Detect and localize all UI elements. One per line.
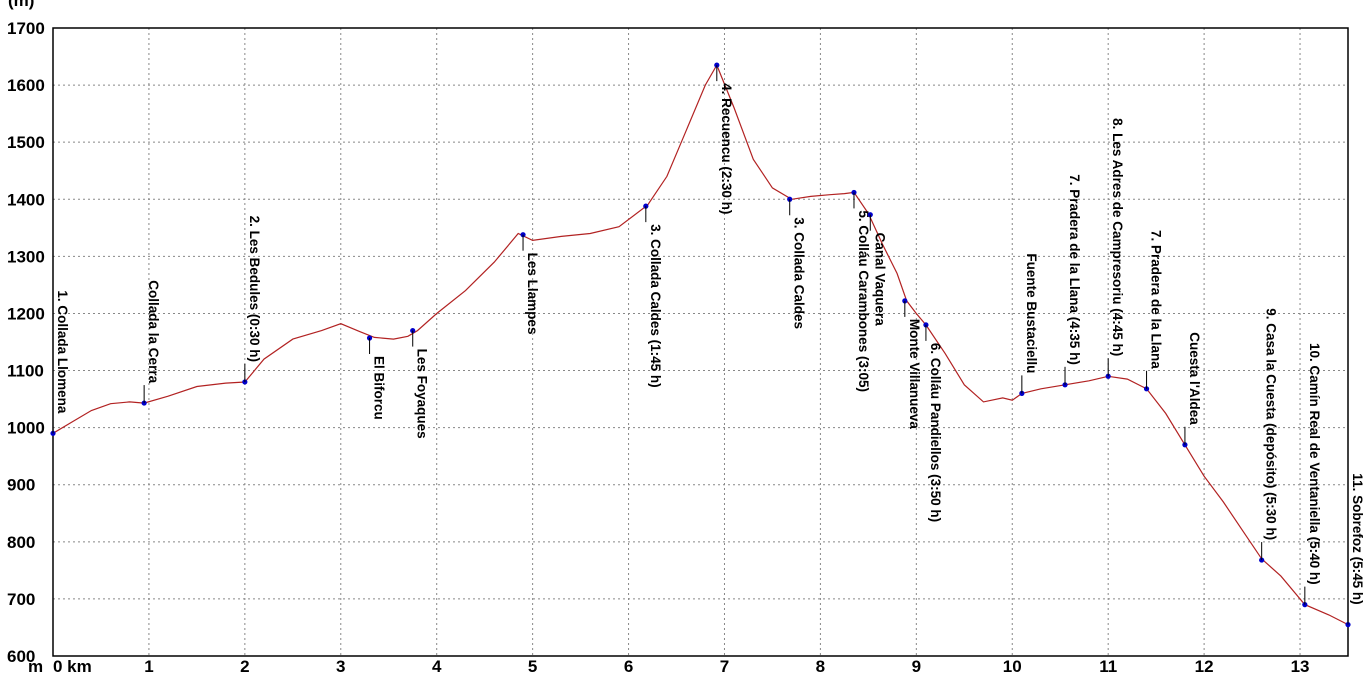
x-axis-ticks: 0 km 1 2 3 4 5 6 7 8 9 10 11 12 13 bbox=[53, 657, 1309, 676]
waypoint-label: 3. Collada Caldes (1:45 h) bbox=[648, 224, 663, 388]
waypoint-label: 1. Collada Llomena bbox=[55, 290, 70, 414]
waypoint-label: 3. Collada Caldes bbox=[792, 217, 807, 329]
waypoint-label: El Biforcu bbox=[372, 356, 387, 420]
waypoint: 7. Pradera de la Llana bbox=[1143, 230, 1164, 392]
x-tick-label: 4 bbox=[432, 657, 442, 676]
y-tick-label: 900 bbox=[7, 476, 35, 495]
waypoint: 1. Collada Llomena bbox=[50, 290, 70, 436]
waypoint-label: Cuesta l'Aldea bbox=[1187, 332, 1202, 425]
waypoint: Canal Vaquera bbox=[867, 212, 887, 327]
waypoint: 8. Les Adres de Campresoriu (4:45 h) bbox=[1105, 118, 1125, 379]
waypoint-label: 4. Recuencu (2:30 h) bbox=[719, 83, 734, 214]
y-axis-ticks: 600 700 800 900 1000 1100 1200 1300 1400 1500 1600… bbox=[7, 19, 45, 666]
x-tick-label: 1 bbox=[144, 657, 153, 676]
waypoint-label: Les Llampes bbox=[525, 253, 540, 335]
x-tick-label: 6 bbox=[624, 657, 633, 676]
x-tick-label: 12 bbox=[1195, 657, 1214, 676]
waypoint: 9. Casa la Cuesta (depósito) (5:30 h) bbox=[1259, 308, 1279, 563]
waypoint-label: Monte Villanueva bbox=[907, 319, 922, 430]
waypoint-label: Les Foyaques bbox=[415, 349, 430, 439]
waypoint: El Biforcu bbox=[366, 335, 387, 420]
waypoint: 10. Camín Real de Ventaniella (5:40 h) bbox=[1302, 343, 1322, 608]
x-tick-label: 10 bbox=[1003, 657, 1022, 676]
waypoints: 1. Collada Llomena Collada la Cerra 2. Les… bbox=[50, 62, 1365, 628]
y-tick-label: 1400 bbox=[7, 190, 45, 209]
waypoint: 4. Recuencu (2:30 h) bbox=[714, 62, 734, 214]
y-tick-label: 1000 bbox=[7, 419, 45, 438]
waypoint-label: 9. Casa la Cuesta (depósito) (5:30 h) bbox=[1264, 308, 1279, 540]
y-tick-label: 1200 bbox=[7, 304, 45, 323]
x-tick-label: 5 bbox=[528, 657, 537, 676]
waypoint: Monte Villanueva bbox=[902, 298, 922, 429]
y-tick-label: 1100 bbox=[7, 362, 44, 381]
y-tick-label: 800 bbox=[7, 533, 35, 552]
x-tick-label: 0 km bbox=[53, 657, 92, 676]
waypoint: 2. Les Bedules (0:30 h) bbox=[242, 216, 262, 385]
elevation-line bbox=[52, 63, 1349, 626]
waypoint-marker bbox=[787, 196, 793, 202]
waypoint: Cuesta l'Aldea bbox=[1182, 332, 1202, 448]
x-tick-label: 8 bbox=[816, 657, 825, 676]
waypoint: 3. Collada Caldes (1:45 h) bbox=[643, 203, 663, 388]
waypoint: Les Llampes bbox=[520, 232, 540, 334]
waypoint-label: 11. Sobrefoz (5:45 h) bbox=[1350, 473, 1365, 604]
y-tick-label: 1600 bbox=[7, 76, 45, 95]
y-tick-label: 700 bbox=[7, 590, 35, 609]
waypoint: 3. Collada Caldes bbox=[787, 196, 807, 329]
waypoint-marker bbox=[867, 212, 873, 218]
waypoint-label: 5. Colláu Carambones (3:05) bbox=[856, 210, 871, 392]
y-tick-label: 600 bbox=[7, 647, 35, 666]
x-tick-label: 3 bbox=[336, 657, 345, 676]
plot-frame bbox=[52, 27, 1349, 657]
x-axis-prefix-label: m bbox=[28, 657, 43, 676]
waypoint-label: Canal Vaquera bbox=[872, 233, 887, 327]
y-tick-label: 1500 bbox=[7, 133, 45, 152]
waypoint: 5. Colláu Carambones (3:05) bbox=[851, 189, 871, 392]
waypoint-label: 7. Pradera de la Llana bbox=[1149, 230, 1164, 369]
waypoint: 11. Sobrefoz (5:45 h) bbox=[1345, 473, 1365, 628]
waypoint-label: 6. Colláu Pandiellos (3:50 h) bbox=[928, 343, 943, 522]
x-tick-label: 11 bbox=[1099, 657, 1117, 676]
waypoint-label: 7. Pradera de la Llana (4:35 h) bbox=[1067, 174, 1082, 365]
waypoint: Collada la Cerra bbox=[141, 280, 161, 406]
waypoint-label: Fuente Bustaciellu bbox=[1024, 253, 1039, 373]
y-tick-label: 1700 bbox=[7, 19, 45, 38]
waypoint-marker bbox=[643, 203, 649, 209]
y-tick-label: 1300 bbox=[7, 247, 45, 266]
waypoint: 6. Colláu Pandiellos (3:50 h) bbox=[923, 322, 943, 522]
waypoint-label: 10. Camín Real de Ventaniella (5:40 h) bbox=[1307, 343, 1322, 585]
waypoint: Fuente Bustaciellu bbox=[1019, 253, 1039, 396]
grid bbox=[53, 28, 1348, 656]
waypoint-label: 8. Les Adres de Campresoriu (4:45 h) bbox=[1110, 118, 1125, 356]
x-tick-label: 2 bbox=[240, 657, 249, 676]
waypoint: Les Foyaques bbox=[410, 327, 430, 439]
x-tick-label: 7 bbox=[720, 657, 729, 676]
y-axis-unit-label: (m) bbox=[8, 0, 34, 10]
x-tick-label: 13 bbox=[1291, 657, 1310, 676]
waypoint: 7. Pradera de la Llana (4:35 h) bbox=[1062, 174, 1082, 388]
waypoint-label: Collada la Cerra bbox=[146, 280, 161, 383]
waypoint-label: 2. Les Bedules (0:30 h) bbox=[247, 216, 262, 362]
x-tick-label: 9 bbox=[912, 657, 921, 676]
